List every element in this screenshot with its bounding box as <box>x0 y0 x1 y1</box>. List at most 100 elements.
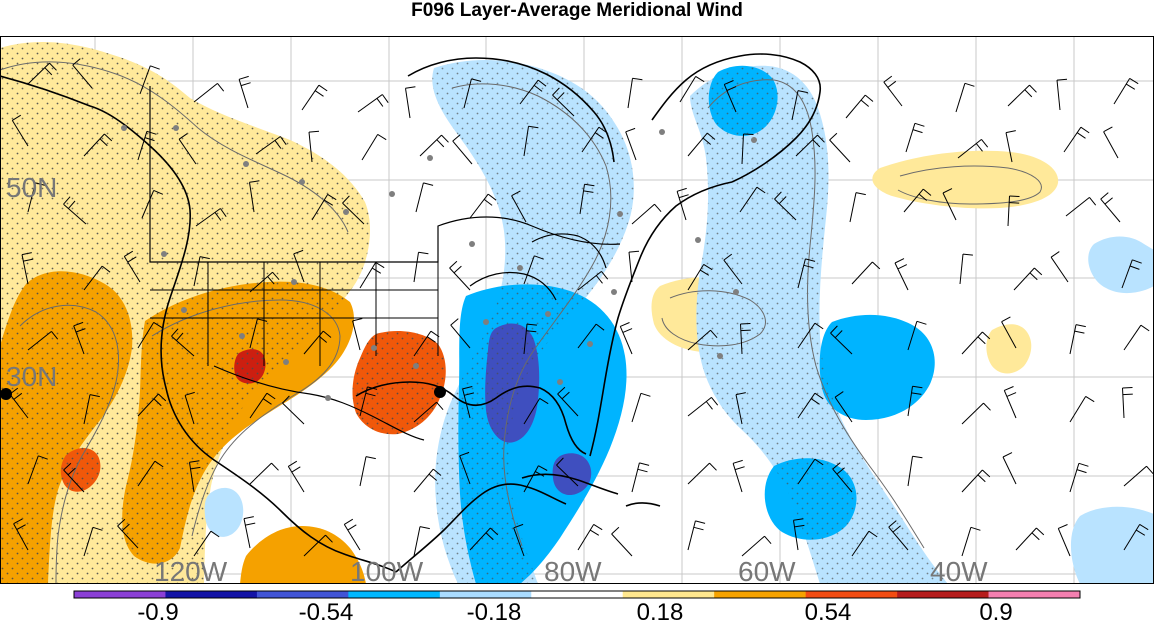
wind-barb-shaft <box>894 262 909 291</box>
wind-barb <box>123 250 141 283</box>
wind-barb-feather <box>740 329 751 332</box>
wind-barb-shaft <box>687 329 711 351</box>
wind-barb-shaft <box>797 458 816 485</box>
wind-barb-shaft <box>723 84 737 113</box>
wind-barb-shaft <box>452 140 473 165</box>
wind-barb-shaft <box>687 132 708 157</box>
wind-barb-feather <box>942 188 953 194</box>
wind-barb-feather <box>367 386 378 390</box>
longitude-label-100w: 100W <box>350 556 424 584</box>
wind-barb-feather <box>834 391 844 398</box>
wind-barb-feather <box>1140 324 1150 332</box>
wind-barb-feather <box>834 330 843 339</box>
latitude-labels: 50N 30N <box>6 172 57 392</box>
wind-barb-shaft <box>830 332 853 355</box>
wind-barb-feather <box>628 250 640 253</box>
station-dot <box>695 237 701 243</box>
wind-barb <box>557 386 579 417</box>
wind-barb-feather <box>322 330 332 338</box>
wind-barb-feather <box>73 321 84 327</box>
colorbar-swatch <box>805 591 898 598</box>
wind-barb-feather <box>703 263 713 271</box>
wind-barb-feather <box>594 132 604 139</box>
wind-barb-feather <box>104 133 113 142</box>
colorbar-label-0-54: 0.54 <box>805 599 852 622</box>
wind-barb-feather <box>381 94 389 103</box>
latitude-label-50n: 50N <box>6 172 57 203</box>
wind-barb-feather <box>23 258 34 262</box>
us-mexico-border <box>213 365 425 441</box>
wind-barb <box>961 331 991 355</box>
wind-barb-shaft <box>735 394 743 425</box>
wind-barb-feather <box>556 92 565 101</box>
wind-barb-shaft <box>523 255 535 285</box>
wind-barb <box>611 526 633 557</box>
wind-barb-feather <box>637 468 648 473</box>
colorbar-swatch <box>439 591 532 598</box>
wind-barb-shaft <box>797 322 816 349</box>
wind-barb-feather <box>325 534 333 543</box>
wind-barb-shaft <box>137 131 148 161</box>
wind-barb-feather <box>271 462 279 471</box>
wind-barb-shaft <box>832 468 853 493</box>
wind-barb-feather <box>238 75 249 80</box>
wind-barb-feather <box>184 391 195 396</box>
wind-barb-feather <box>158 393 167 402</box>
station-dot <box>617 211 623 217</box>
wind-barb-feather <box>625 127 636 133</box>
wind-barb-shaft <box>83 265 103 291</box>
wind-barb-shaft <box>249 462 272 485</box>
wind-barb-feather <box>68 200 76 209</box>
wind-barb <box>1123 465 1154 487</box>
contour-line <box>661 290 766 347</box>
wind-barb-feather <box>117 518 126 527</box>
wind-barb-feather <box>127 256 137 263</box>
wind-barb <box>739 186 766 213</box>
station-dot-highlight <box>0 388 12 400</box>
wind-barb-feather <box>243 516 254 520</box>
wind-barb <box>249 392 276 419</box>
wind-barb <box>959 253 973 285</box>
wind-barb <box>795 134 825 157</box>
cuba-coastline <box>521 473 619 495</box>
wind-barb-feather <box>534 471 545 477</box>
wind-barb <box>352 318 363 351</box>
wind-barb-shaft <box>343 524 361 551</box>
wind-barb-shaft <box>137 393 159 417</box>
station-dot <box>325 395 331 401</box>
wind-barb <box>63 462 85 493</box>
wind-barb-feather <box>1122 393 1133 396</box>
wind-barb <box>63 196 87 225</box>
wind-barb-shaft <box>193 83 218 103</box>
wind-barb <box>1002 452 1017 485</box>
wind-barb-feather <box>262 398 272 405</box>
wind-barb-feather <box>764 535 772 545</box>
wind-barb-shaft <box>243 518 251 549</box>
wind-barb <box>774 191 797 221</box>
wind-barb-feather <box>210 530 220 538</box>
wind-barb-feather <box>217 83 225 92</box>
wind-barb-shaft <box>740 323 743 355</box>
wind-barb-shaft <box>11 120 29 147</box>
wind-barb-feather <box>855 192 866 196</box>
map-plot[interactable]: 50N 30N 120W 100W 80W 60W 40W <box>0 36 1154 584</box>
wind-barb-shaft <box>774 198 797 221</box>
wind-barb <box>413 468 442 493</box>
colorbar-svg: -0.9 -0.54 -0.18 0.18 0.54 0.9 <box>73 590 1081 622</box>
wind-barb-shaft <box>469 527 491 551</box>
map-panel[interactable]: 50N 30N 120W 100W 80W 60W 40W <box>0 36 1154 584</box>
wind-barb-shaft <box>577 323 597 349</box>
wind-barb-feather <box>327 193 337 201</box>
wind-barb-feather <box>153 321 163 329</box>
wind-barb-shaft <box>1056 80 1061 111</box>
wind-barb <box>137 460 164 487</box>
wind-barb-feather <box>805 258 816 262</box>
wind-barb-feather <box>308 130 320 133</box>
wind-barb <box>184 391 195 425</box>
wind-barb <box>741 133 754 165</box>
wind-barb <box>359 456 376 487</box>
wind-barb <box>523 397 549 425</box>
wind-barb <box>687 329 718 351</box>
wind-barb <box>178 133 197 165</box>
wind-barb <box>1015 527 1045 551</box>
